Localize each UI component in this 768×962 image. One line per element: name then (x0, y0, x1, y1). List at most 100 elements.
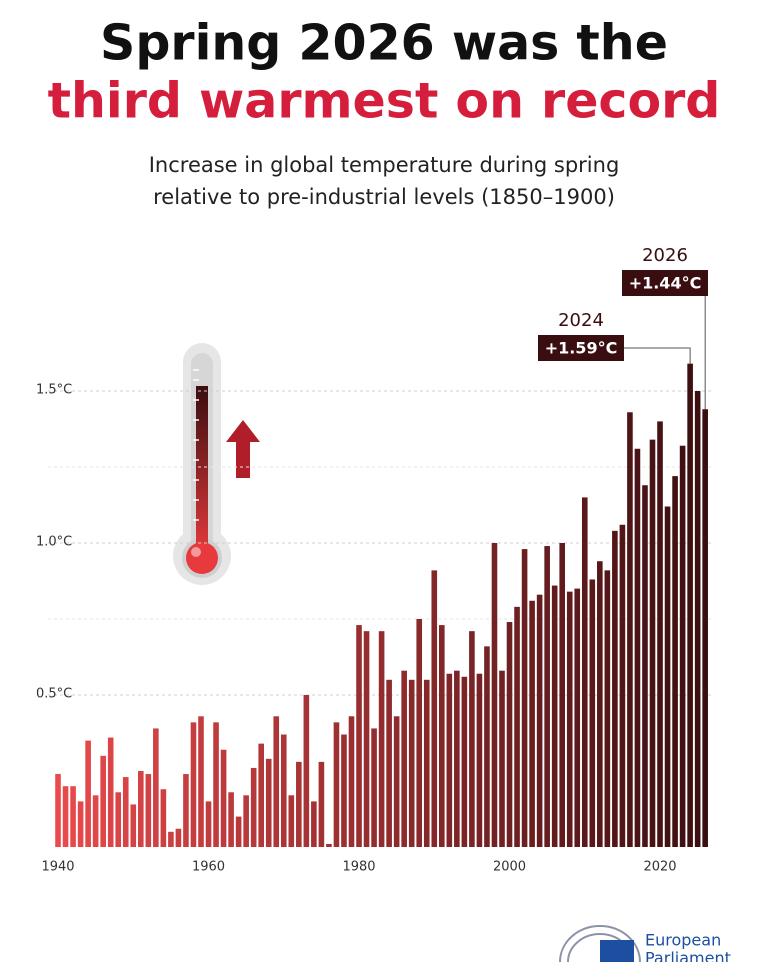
bar (649, 439, 656, 847)
bar (499, 670, 505, 847)
bar (506, 622, 513, 847)
bar (469, 631, 475, 847)
bar (107, 737, 114, 847)
bar (62, 786, 69, 847)
bar (77, 801, 84, 847)
bar (551, 585, 558, 847)
bar (393, 716, 400, 847)
bar (559, 543, 565, 847)
bar (544, 546, 550, 847)
bar (92, 795, 99, 847)
bar (160, 789, 167, 847)
annotation-year: 2024 (558, 310, 604, 331)
bar (627, 412, 633, 847)
bar (258, 743, 264, 847)
bar (672, 476, 678, 847)
x-tick-label: 1980 (342, 860, 375, 875)
annotation-box (622, 270, 708, 296)
bar (461, 676, 468, 847)
logo-text: Parliament (645, 949, 731, 962)
bar (378, 631, 385, 847)
bar (702, 409, 708, 847)
x-tick-label: 1940 (41, 860, 74, 875)
bar (634, 448, 641, 847)
bar (679, 445, 686, 847)
bar (138, 771, 144, 847)
bar (363, 631, 370, 847)
bar (476, 673, 483, 847)
bar (514, 606, 520, 847)
bar (250, 767, 257, 847)
bar (153, 728, 159, 847)
bar (100, 755, 106, 847)
bar (130, 804, 137, 847)
bar (431, 570, 438, 847)
y-tick-label: 1.5°C (36, 383, 72, 398)
bar (664, 506, 671, 847)
bar (408, 679, 415, 847)
bar (190, 722, 197, 847)
bar (303, 695, 310, 847)
bar (566, 591, 573, 847)
bar (581, 497, 588, 847)
bar (311, 801, 317, 847)
bar (454, 670, 460, 847)
bar (175, 828, 182, 847)
bar (694, 391, 701, 847)
chart-title-highlight: third warmest on record (48, 73, 721, 130)
bar (416, 619, 423, 847)
leader-line (704, 282, 708, 410)
bar (619, 524, 626, 847)
bar (574, 588, 581, 847)
bar (348, 716, 355, 847)
bar (205, 801, 212, 847)
x-tick-label: 2020 (643, 860, 676, 875)
bar (657, 421, 663, 847)
bar (115, 792, 122, 847)
x-tick-label: 2000 (493, 860, 526, 875)
bar (642, 485, 648, 847)
bar (604, 570, 611, 847)
bar (687, 363, 693, 847)
bar (423, 679, 430, 847)
bar (318, 761, 325, 847)
y-tick-label: 0.5°C (36, 687, 72, 702)
bar (341, 734, 347, 847)
logo (559, 925, 641, 962)
bar (273, 716, 280, 847)
bar (386, 679, 392, 847)
leader-line (624, 347, 691, 364)
logo-text: European (645, 931, 721, 950)
subtitle: Increase in global temperature during sp… (149, 153, 620, 177)
bar (484, 646, 490, 847)
bar (213, 722, 219, 847)
bar (356, 625, 362, 847)
bar (198, 716, 204, 847)
bar (612, 530, 618, 847)
bar (265, 758, 272, 847)
x-tick-label: 1960 (192, 860, 225, 875)
bar (288, 795, 295, 847)
bar (122, 777, 129, 847)
bar (589, 579, 596, 847)
bar (439, 625, 445, 847)
bar (55, 774, 61, 847)
bar (85, 740, 91, 847)
bar (491, 543, 498, 847)
annotation-box (538, 335, 624, 361)
annotation-value: +1.44°C (629, 274, 702, 293)
bar (145, 774, 152, 847)
chart-title: Spring 2026 was the (100, 15, 668, 72)
annotation-value: +1.59°C (545, 339, 618, 358)
bar (280, 734, 287, 847)
bar (536, 594, 543, 847)
bar (521, 549, 528, 847)
arrow-icon (226, 420, 260, 478)
bar (183, 774, 189, 847)
bar (168, 831, 174, 847)
bar (446, 673, 453, 847)
bar (220, 749, 227, 847)
bar (296, 761, 302, 847)
